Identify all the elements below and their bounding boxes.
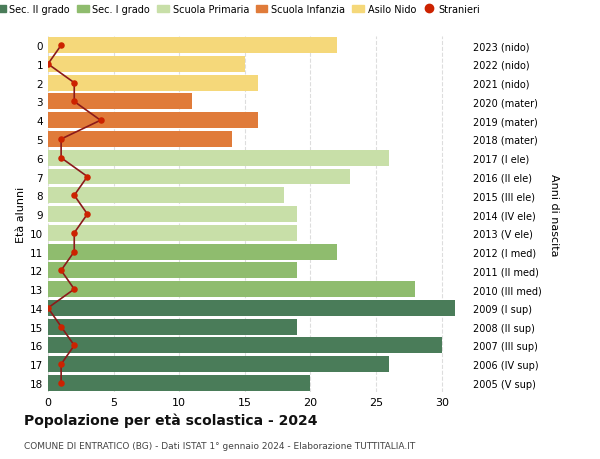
Bar (48, 319, 298, 335)
Point (70, 99, 79, 106)
Point (70, 342, 79, 349)
Bar (48, 300, 455, 316)
Y-axis label: Età alunni: Età alunni (16, 186, 26, 243)
Point (56, 136, 66, 143)
Point (43, 61, 53, 68)
Bar (48, 263, 298, 279)
Point (56, 323, 66, 330)
Bar (48, 113, 258, 129)
Bar (48, 188, 284, 204)
Bar (48, 356, 389, 372)
Point (70, 248, 79, 256)
Bar (48, 132, 232, 148)
Bar (48, 207, 298, 223)
Point (43, 304, 53, 312)
Legend: Sec. II grado, Sec. I grado, Scuola Primaria, Scuola Infanzia, Asilo Nido, Stran: Sec. II grado, Sec. I grado, Scuola Prim… (0, 0, 484, 18)
Bar (48, 169, 350, 185)
Bar (48, 94, 193, 110)
Point (56, 155, 66, 162)
Text: Popolazione per età scolastica - 2024: Popolazione per età scolastica - 2024 (24, 413, 317, 428)
Bar (48, 57, 245, 73)
Point (83, 174, 92, 181)
Point (70, 230, 79, 237)
Text: COMUNE DI ENTRATICO (BG) - Dati ISTAT 1° gennaio 2024 - Elaborazione TUTTITALIA.: COMUNE DI ENTRATICO (BG) - Dati ISTAT 1°… (24, 441, 415, 450)
Point (56, 267, 66, 274)
Point (56, 42, 66, 50)
Bar (48, 151, 389, 166)
Point (70, 192, 79, 200)
Point (56, 361, 66, 368)
Bar (48, 76, 258, 91)
Point (56, 380, 66, 387)
Bar (48, 225, 298, 241)
Bar (48, 375, 311, 391)
Bar (48, 281, 415, 297)
Bar (48, 244, 337, 260)
Y-axis label: Anni di nascita: Anni di nascita (548, 174, 559, 256)
Bar (48, 38, 337, 54)
Point (96, 118, 106, 125)
Bar (48, 338, 442, 353)
Point (70, 80, 79, 87)
Point (83, 211, 92, 218)
Point (70, 286, 79, 293)
